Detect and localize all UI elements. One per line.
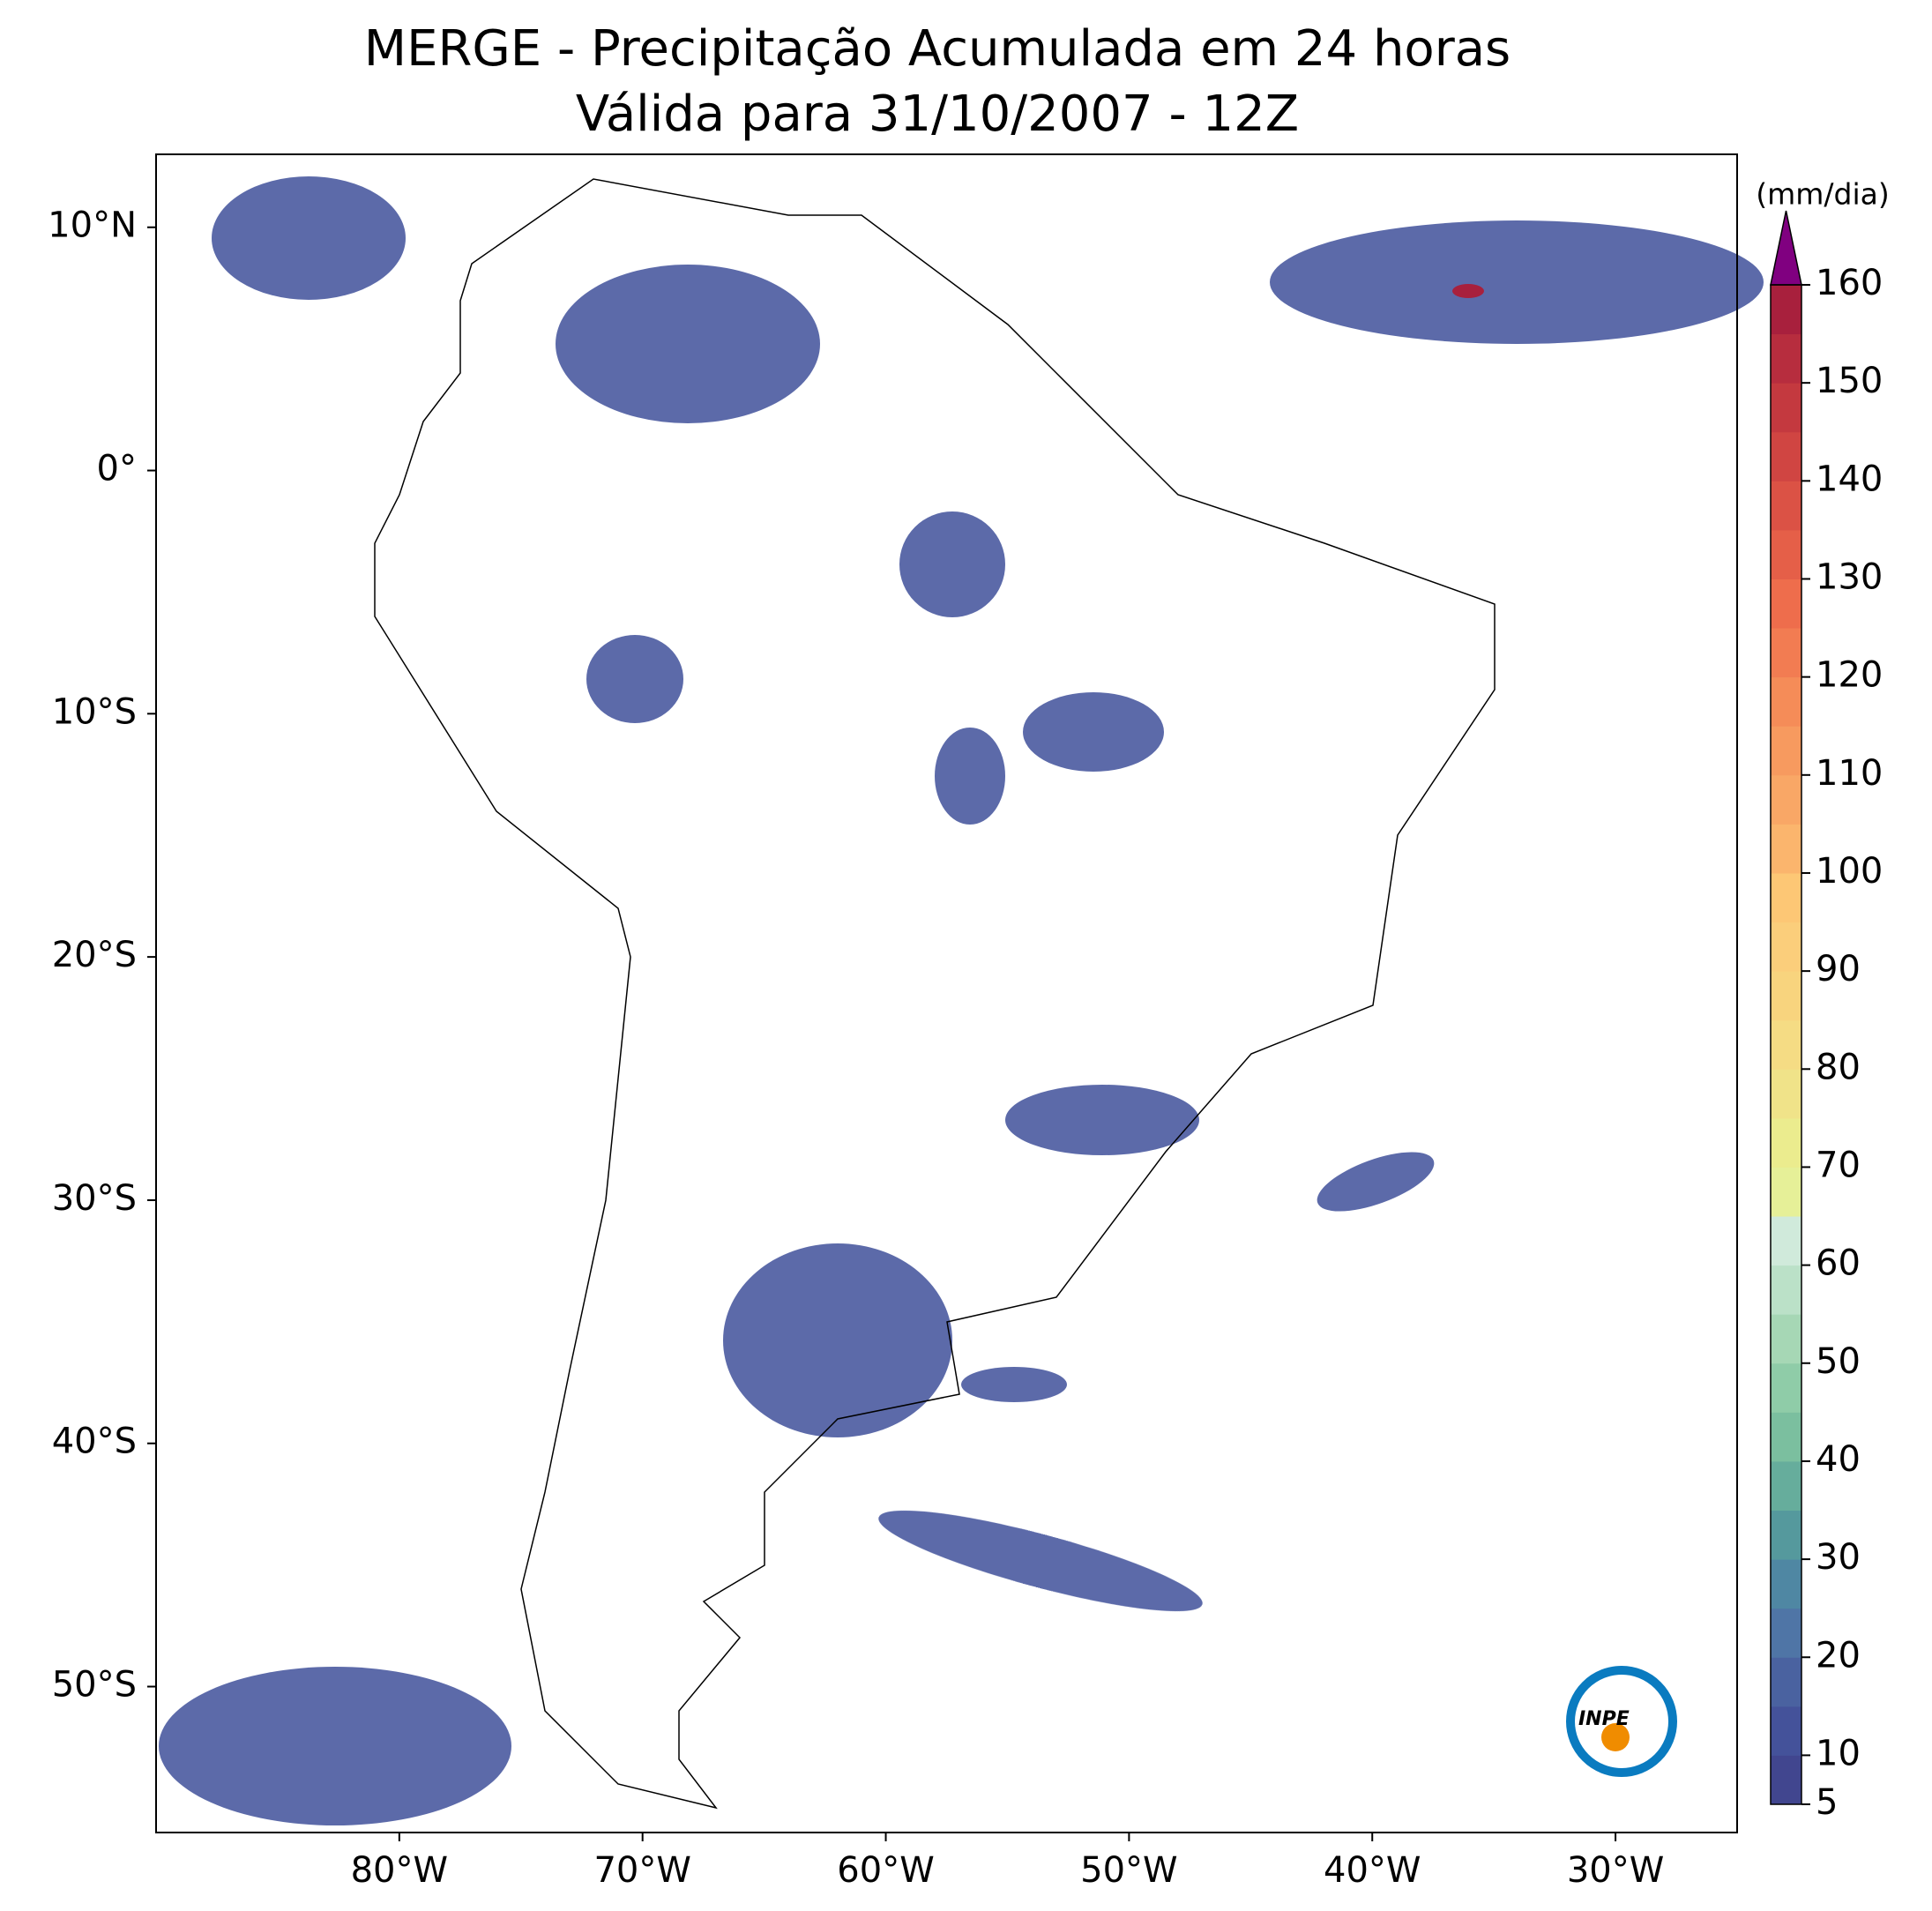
colorbar-label: (mm/dia) [1756, 177, 1890, 212]
colorbar-frame [1770, 284, 1802, 1805]
logo: INPE [1566, 1666, 1677, 1777]
colorbar-tick-label: 160 [1816, 263, 1883, 303]
precip-area [1270, 220, 1764, 344]
colorbar-band [1771, 774, 1801, 825]
precip-area [1023, 692, 1164, 772]
colorbar-band [1771, 726, 1801, 776]
colorbar-band [1771, 383, 1801, 433]
precip-area [159, 1667, 511, 1825]
colorbar-band [1771, 628, 1801, 678]
colorbar-tick-label: 5 [1816, 1782, 1838, 1823]
colorbar-tick-label: 10 [1816, 1733, 1861, 1773]
colorbar-extend [1770, 210, 1802, 286]
precip-area [586, 635, 683, 723]
precip-area [899, 511, 1005, 617]
colorbar-band [1771, 1412, 1801, 1462]
colorbar-band [1771, 676, 1801, 727]
colorbar-band [1771, 1314, 1801, 1364]
y-tick-label: 50°S [52, 1665, 137, 1706]
precip-areas [159, 176, 1764, 1825]
colorbar-band [1771, 529, 1801, 579]
colorbar-tick-label: 40 [1816, 1439, 1861, 1480]
precip-area [961, 1367, 1067, 1402]
colorbar-band [1771, 1755, 1801, 1805]
x-tick-label: 50°W [1080, 1850, 1177, 1891]
y-tick-label: 20°S [52, 935, 137, 975]
colorbar-band [1771, 1559, 1801, 1609]
colorbar-band [1771, 1608, 1801, 1658]
colorbar-band [1771, 1216, 1801, 1266]
colorbar-tick-label: 140 [1816, 459, 1883, 499]
map-frame [155, 153, 1738, 1833]
colorbar-band [1771, 1460, 1801, 1512]
colorbar-tick-label: 30 [1816, 1537, 1861, 1578]
colorbar-tick-label: 60 [1816, 1243, 1861, 1284]
colorbar-band [1771, 1510, 1801, 1560]
colorbar-band [1771, 285, 1801, 335]
x-tick-label: 70°W [593, 1850, 690, 1891]
map-subtitle: Válida para 31/10/2007 - 12Z [576, 86, 1299, 143]
map-title: MERGE - Precipitação Acumulada em 24 hor… [364, 20, 1511, 78]
colorbar-band [1771, 431, 1801, 481]
coastline [374, 178, 1496, 1810]
colorbar-tick-label: 50 [1816, 1341, 1861, 1382]
precip-area [878, 1510, 1203, 1612]
colorbar-tick-label: 100 [1816, 851, 1883, 892]
colorbar-tick-label: 70 [1816, 1145, 1861, 1185]
colorbar-band [1771, 922, 1801, 972]
colorbar-band [1771, 824, 1801, 874]
colorbar-band [1771, 1657, 1801, 1707]
logo-ring [1566, 1666, 1677, 1777]
precip-area [723, 1243, 952, 1437]
colorbar-band [1771, 579, 1801, 629]
colorbar-tick-label: 150 [1816, 361, 1883, 401]
colorbar-tick-label: 110 [1816, 753, 1883, 794]
y-tick-label: 10°S [52, 691, 137, 732]
y-tick-label: 40°S [52, 1422, 137, 1462]
x-tick-label: 30°W [1567, 1850, 1664, 1891]
colorbar-band [1771, 1167, 1801, 1217]
y-tick-label: 30°S [52, 1178, 137, 1219]
colorbar-tick-label: 90 [1816, 949, 1861, 989]
logo-dot [1601, 1723, 1630, 1751]
colorbar-band [1771, 1069, 1801, 1119]
colorbar-band [1771, 971, 1801, 1021]
map-background [156, 154, 1737, 1833]
precip-area [935, 728, 1005, 825]
colorbar-band [1771, 1706, 1801, 1756]
colorbar-tick-label: 20 [1816, 1635, 1861, 1676]
precip-area [1317, 1152, 1435, 1212]
colorbar-band [1771, 1265, 1801, 1315]
precip-area [556, 265, 820, 423]
colorbar-tick-label: 130 [1816, 556, 1883, 597]
precip-max [1452, 284, 1484, 298]
colorbar-band [1771, 481, 1801, 531]
colorbar-band [1771, 872, 1801, 923]
y-tick-label: 10°N [48, 205, 137, 246]
colorbar-band [1771, 333, 1801, 384]
colorbar-band [1771, 1362, 1801, 1413]
colorbar-tick-label: 80 [1816, 1047, 1861, 1087]
colorbar-band [1771, 1117, 1801, 1168]
precip-area [212, 176, 406, 300]
map-body [155, 153, 1764, 1833]
y-tick-label: 0° [97, 449, 137, 489]
precip-area [1005, 1085, 1199, 1155]
x-tick-label: 80°W [351, 1850, 448, 1891]
colorbar-tick-label: 120 [1816, 655, 1883, 696]
x-tick-label: 60°W [837, 1850, 934, 1891]
logo-text: INPE [1578, 1708, 1630, 1730]
colorbar-band [1771, 1019, 1801, 1070]
x-tick-label: 40°W [1324, 1850, 1421, 1891]
